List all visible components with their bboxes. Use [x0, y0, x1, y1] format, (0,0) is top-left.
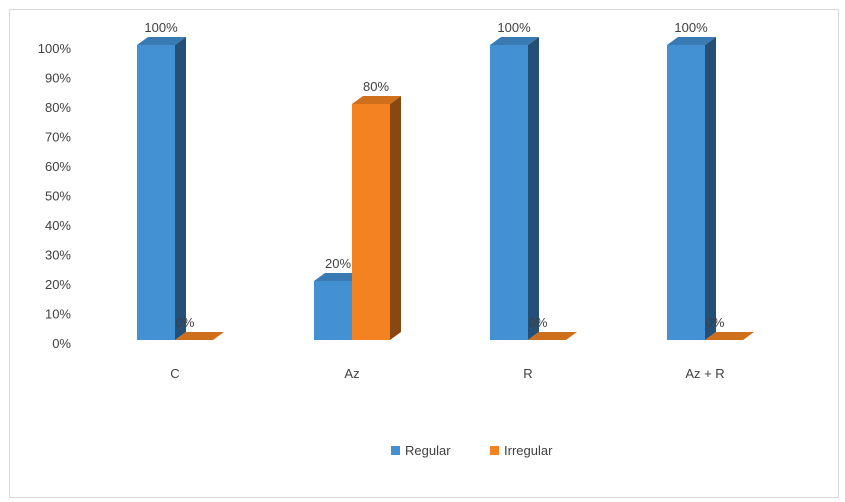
bar-top [137, 37, 186, 45]
x-category-label: Az + R [685, 366, 724, 381]
data-label: 100% [497, 20, 531, 35]
data-label: 100% [674, 20, 708, 35]
bar-top [528, 332, 577, 340]
bar-side [528, 37, 539, 340]
bar-irregular-az [352, 96, 401, 340]
y-tick-label: 10% [45, 307, 71, 322]
y-tick-label: 0% [52, 336, 71, 351]
x-axis-categories: C Az R Az + R [170, 366, 724, 381]
bar-top [667, 37, 716, 45]
data-label: 20% [325, 256, 351, 271]
legend: Regular Irregular [391, 443, 553, 458]
bar-front [490, 45, 528, 340]
y-tick-label: 40% [45, 218, 71, 233]
bar-front [137, 45, 175, 340]
bar-top [352, 96, 401, 104]
bar-irregular-r [528, 332, 577, 340]
bar-side [390, 96, 401, 340]
legend-label: Regular [405, 443, 451, 458]
data-label: 0% [176, 315, 195, 330]
bar-side [175, 37, 186, 340]
legend-item-regular: Regular [391, 443, 451, 458]
bar-top [314, 273, 363, 281]
legend-swatch [490, 446, 499, 455]
bar-front [667, 45, 705, 340]
bar-top [175, 332, 224, 340]
bar-side [705, 37, 716, 340]
y-tick-label: 100% [38, 41, 72, 56]
bars [137, 37, 754, 340]
legend-swatch [391, 446, 400, 455]
bar-front [352, 104, 390, 340]
data-label: 80% [363, 79, 389, 94]
y-tick-label: 80% [45, 100, 71, 115]
y-axis-ticks: 0% 10% 20% 30% 40% 50% 60% 70% 80% 90% 100% [38, 41, 72, 351]
legend-item-irregular: Irregular [490, 443, 553, 458]
bar-top [705, 332, 754, 340]
x-category-label: Az [344, 366, 359, 381]
bar-regular-c [137, 37, 186, 340]
data-label: 0% [706, 315, 725, 330]
bar-front [314, 281, 352, 340]
y-tick-label: 60% [45, 159, 71, 174]
y-tick-label: 30% [45, 248, 71, 263]
y-tick-label: 50% [45, 189, 71, 204]
legend-label: Irregular [504, 443, 553, 458]
data-labels: 100% 0% 20% 80% 100% 0% 100% 0% [144, 20, 724, 330]
bar-regular-r [490, 37, 539, 340]
y-tick-label: 20% [45, 277, 71, 292]
bar-irregular-az-r [705, 332, 754, 340]
bar-irregular-c [175, 332, 224, 340]
x-category-label: C [170, 366, 179, 381]
y-tick-label: 90% [45, 71, 71, 86]
data-label: 0% [529, 315, 548, 330]
bar-regular-az-r [667, 37, 716, 340]
x-category-label: R [523, 366, 532, 381]
y-tick-label: 70% [45, 130, 71, 145]
data-label: 100% [144, 20, 178, 35]
bar-top [490, 37, 539, 45]
